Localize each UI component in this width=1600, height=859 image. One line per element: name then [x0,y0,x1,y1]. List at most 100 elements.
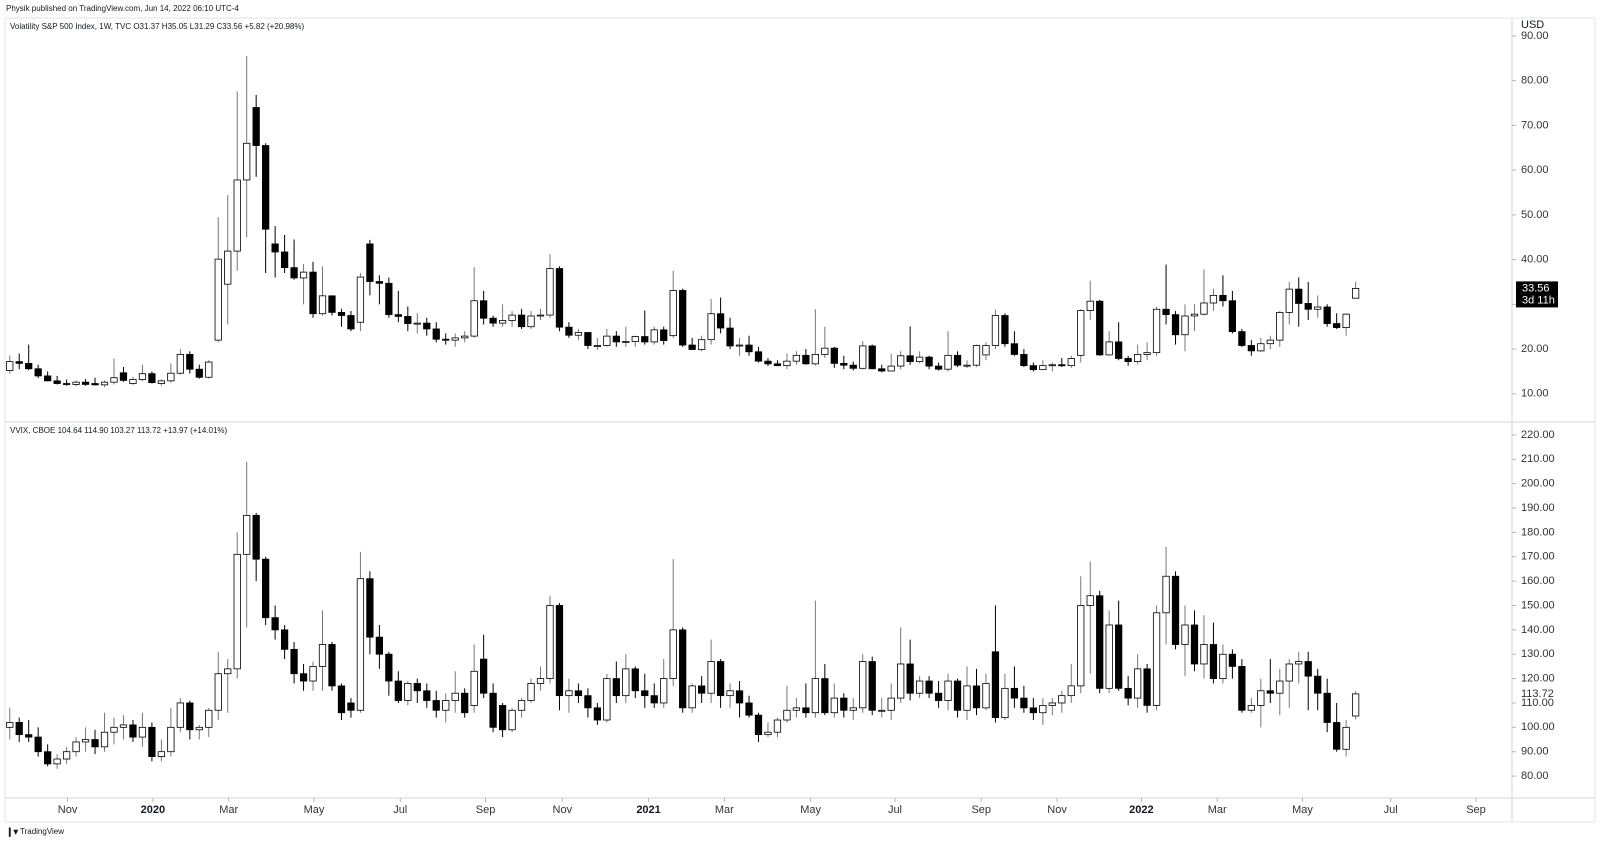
candle-body [224,250,232,285]
candle-body [716,661,725,697]
candle-body [887,697,895,711]
candle-body [593,707,601,721]
candle-body [271,243,279,253]
footer: TradingView [20,827,64,836]
candle-body [72,741,80,753]
candle-body [754,351,763,362]
candle-body [1048,702,1056,706]
x-tick-label: Jul [393,804,407,816]
candle-body [830,697,838,714]
candle-body [1209,294,1218,304]
candle-body [309,271,317,315]
y-tick-label: 150.00 [1521,599,1555,611]
candle-body [233,179,241,252]
y-tick-label: 140.00 [1521,624,1555,636]
candle-body [991,651,1000,718]
candle-body [821,678,829,714]
candle-body [735,690,744,704]
candle-body [1162,575,1170,614]
candle-body [1276,311,1284,341]
legend: VVIX, CBOE 104.64 114.90 103.27 113.72 +… [10,426,228,435]
candle-body [612,335,620,343]
candle-body [167,726,175,753]
candle-body [783,709,791,721]
y-tick-label: 90.00 [1521,746,1549,758]
candle-body [480,658,488,694]
candle-body [6,361,14,371]
candle-body [1228,300,1237,333]
y-tick-label: 50.00 [1521,209,1549,221]
candle-body [309,666,317,682]
candle-body [6,722,14,728]
candle-body [622,341,630,343]
candle-body [698,339,706,350]
y-tick-label: 110.00 [1521,697,1554,709]
candle-body [290,648,298,675]
candle-body [470,300,478,337]
candle-body [1266,339,1274,345]
y-tick-label: 120.00 [1521,673,1555,685]
candle-body [1257,343,1265,352]
y-tick-label: 100.00 [1521,721,1555,733]
candle-body [110,726,118,733]
y-tick-label: 180.00 [1521,526,1555,538]
x-tick-label: Sep [476,804,496,816]
candle-body [252,107,260,146]
candle-body [1096,300,1104,356]
y-tick-label: 80.00 [1521,75,1549,87]
candle-body [214,673,222,711]
y-tick-label: 10.00 [1521,388,1549,400]
candle-body [442,700,450,711]
candle-body [1219,653,1227,679]
candle-body [1333,323,1341,328]
candle-body [859,661,867,709]
candle-body [385,282,393,316]
candle-body [375,636,384,655]
candle-body [546,268,554,316]
candle-body [650,329,658,343]
footer-logo: ❙▾ [6,826,19,837]
candle-body [707,661,715,694]
candle-body [555,605,564,697]
candle-body [925,356,933,367]
candle-body [821,347,829,355]
x-tick-label: Mar [1208,804,1227,816]
candle-body [1171,575,1180,645]
candle-body [100,381,109,386]
candle-body [404,683,412,701]
candle-body [1276,680,1284,694]
candle-body [773,719,782,733]
candle-body [953,680,962,711]
candle-body [195,368,203,378]
candle-body [603,678,611,721]
candle-body [536,314,545,317]
y-tick-label: 90.00 [1521,30,1549,42]
candle-body [1001,315,1009,345]
candle-body [1029,707,1037,714]
y-tick-label: 80.00 [1521,770,1549,782]
candle-body [631,336,639,342]
candle-body [1314,675,1322,694]
candle-body [53,380,61,384]
candle-body [802,707,810,714]
candle-body [878,709,886,712]
candle-body [129,724,137,738]
candle-body [1096,595,1104,689]
candle-body [698,685,706,694]
candle-body [555,268,564,328]
candle-body [1086,595,1094,606]
candle-body [176,702,184,728]
candle-body [868,345,876,370]
candle-body [489,692,497,728]
candle-body [337,311,346,316]
candle-body [565,326,573,336]
candle-body [186,702,194,731]
candle-body [1304,661,1312,677]
candle-body [1115,624,1123,689]
candle-body [432,328,440,340]
candle-body [271,617,279,631]
candle-body [1181,624,1189,645]
y-tick-label: 40.00 [1521,254,1549,266]
candle-body [62,751,71,760]
